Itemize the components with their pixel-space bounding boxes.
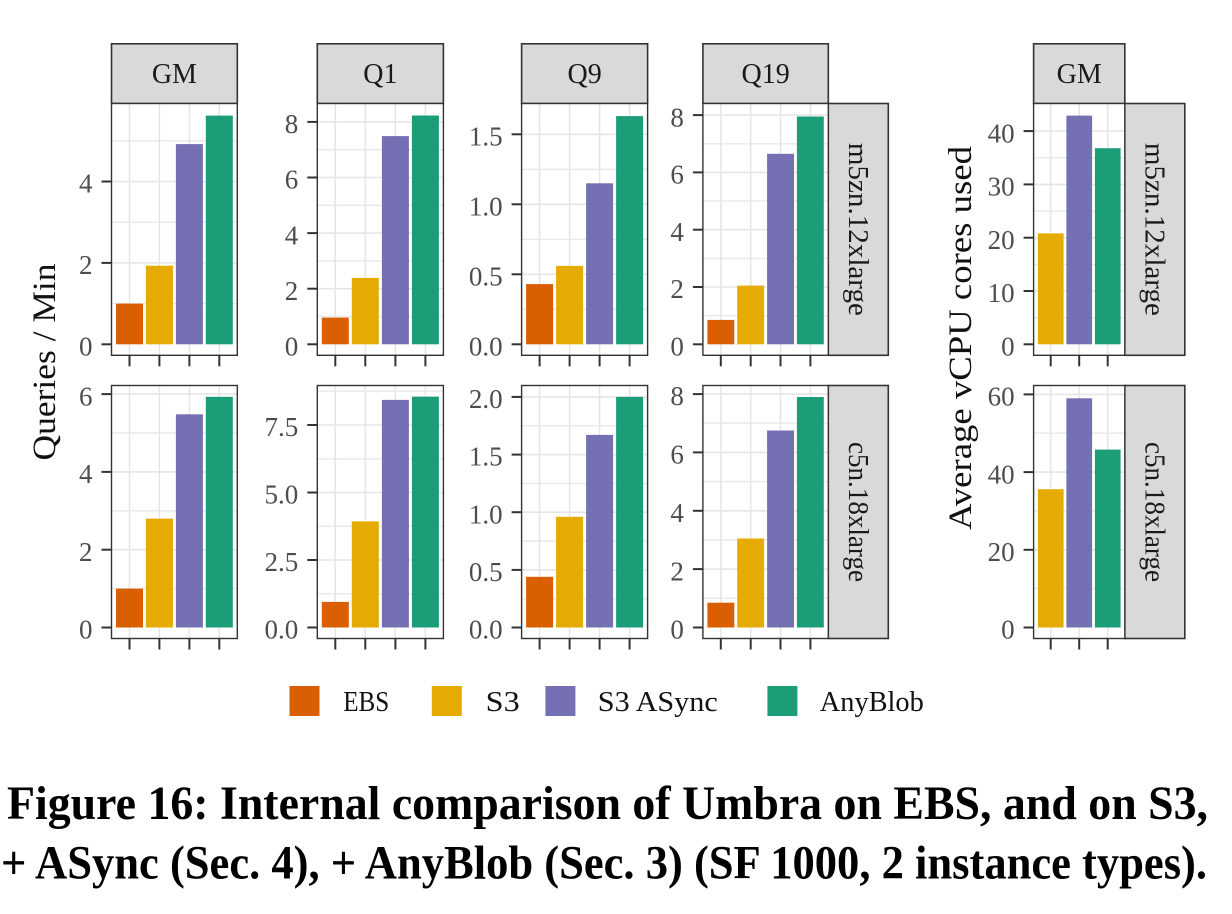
svg-text:20: 20 <box>988 225 1015 255</box>
svg-text:Q9: Q9 <box>567 59 601 90</box>
svg-text:4: 4 <box>79 169 93 199</box>
svg-text:Q1: Q1 <box>363 59 397 90</box>
svg-text:0.5: 0.5 <box>469 557 503 587</box>
svg-text:8: 8 <box>285 109 299 139</box>
svg-text:0: 0 <box>79 615 93 645</box>
svg-text:0: 0 <box>1001 332 1015 362</box>
svg-text:4: 4 <box>285 220 299 250</box>
svg-text:2: 2 <box>285 276 299 306</box>
svg-text:1.0: 1.0 <box>469 192 503 222</box>
svg-text:m5zn.12xlarge: m5zn.12xlarge <box>1138 143 1169 316</box>
svg-text:0.0: 0.0 <box>265 615 299 645</box>
svg-text:4: 4 <box>670 498 684 528</box>
svg-text:1.0: 1.0 <box>469 499 503 529</box>
svg-text:0: 0 <box>79 332 93 362</box>
svg-text:S3 ASync: S3 ASync <box>598 687 718 718</box>
svg-text:0.0: 0.0 <box>469 332 503 362</box>
svg-text:EBS: EBS <box>343 687 389 718</box>
svg-text:1.5: 1.5 <box>469 442 503 472</box>
svg-text:40: 40 <box>988 118 1015 148</box>
svg-text:2: 2 <box>670 556 684 586</box>
svg-text:GM: GM <box>1057 59 1102 90</box>
svg-text:10: 10 <box>988 278 1015 308</box>
svg-text:5.0: 5.0 <box>265 480 299 510</box>
svg-text:c5n.18xlarge: c5n.18xlarge <box>1138 442 1169 582</box>
svg-text:4: 4 <box>670 217 684 247</box>
svg-text:Q19: Q19 <box>741 59 789 90</box>
svg-text:8: 8 <box>670 102 684 132</box>
svg-text:Queries / Min: Queries / Min <box>27 264 63 461</box>
svg-text:2: 2 <box>670 274 684 304</box>
svg-text:2: 2 <box>79 537 93 567</box>
svg-text:Figure 16: Internal comparison: Figure 16: Internal comparison of Umbra … <box>7 777 1208 830</box>
svg-text:0: 0 <box>670 615 684 645</box>
svg-text:Average vCPU cores used: Average vCPU cores used <box>943 145 979 530</box>
svg-text:0: 0 <box>285 332 299 362</box>
svg-text:GM: GM <box>152 59 197 90</box>
svg-text:0: 0 <box>670 332 684 362</box>
svg-text:0.0: 0.0 <box>469 615 503 645</box>
svg-text:2.5: 2.5 <box>265 547 299 577</box>
svg-text:m5zn.12xlarge: m5zn.12xlarge <box>842 143 873 316</box>
svg-text:6: 6 <box>670 160 684 190</box>
svg-text:S3: S3 <box>486 687 520 718</box>
svg-text:40: 40 <box>988 459 1015 489</box>
svg-text:60: 60 <box>988 382 1015 412</box>
svg-text:6: 6 <box>79 381 93 411</box>
svg-text:0.5: 0.5 <box>469 262 503 292</box>
svg-text:4: 4 <box>79 459 93 489</box>
svg-text:2.0: 2.0 <box>469 384 503 414</box>
svg-text:20: 20 <box>988 537 1015 567</box>
svg-text:0: 0 <box>1001 615 1015 645</box>
svg-text:2: 2 <box>79 250 93 280</box>
svg-text:AnyBlob: AnyBlob <box>820 687 924 718</box>
svg-text:7.5: 7.5 <box>265 412 299 442</box>
svg-text:1.5: 1.5 <box>469 122 503 152</box>
svg-text:6: 6 <box>285 165 299 195</box>
svg-text:6: 6 <box>670 440 684 470</box>
svg-text:30: 30 <box>988 172 1015 202</box>
svg-text:8: 8 <box>670 381 684 411</box>
svg-text:+ ASync (Sec. 4), + AnyBlob (S: + ASync (Sec. 4), + AnyBlob (Sec. 3) (SF… <box>1 837 1207 890</box>
svg-text:c5n.18xlarge: c5n.18xlarge <box>842 442 873 582</box>
